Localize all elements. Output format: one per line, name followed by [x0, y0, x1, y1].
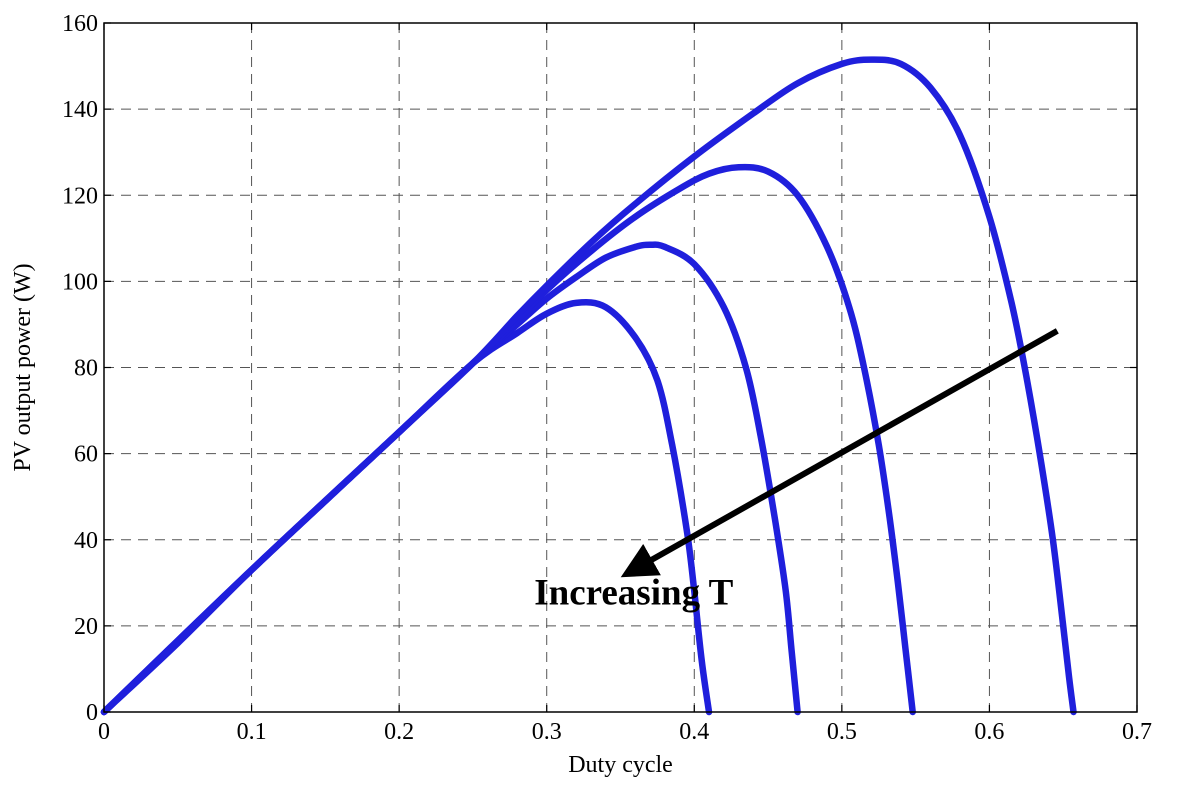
x-tick-label: 0.3 — [532, 719, 562, 745]
y-axis-label: PV output power (W) — [10, 263, 36, 471]
y-tick-label: 160 — [62, 11, 98, 37]
y-tick-label: 100 — [62, 269, 98, 295]
series-line-4 — [100, 56, 1077, 716]
y-tick-label: 120 — [62, 183, 98, 209]
series-lines — [100, 56, 1077, 716]
x-tick-label: 0.1 — [237, 719, 267, 745]
y-tick-label: 40 — [74, 528, 98, 554]
grid — [104, 23, 1137, 712]
annotation-arrow — [620, 328, 1059, 578]
y-tick-label: 0 — [86, 700, 98, 726]
axis-ticks: 0 0.1 0.2 0.3 0.4 0.5 0.6 0.7 0 20 40 60 80 100 120 140… — [62, 11, 1152, 745]
x-tick-label: 0.6 — [974, 719, 1004, 745]
x-tick-label: 0.4 — [679, 719, 709, 745]
x-tick-label: 0.2 — [384, 719, 414, 745]
x-axis-label: Duty cycle — [568, 752, 673, 778]
x-tick-label: 0.7 — [1122, 719, 1152, 745]
y-tick-label: 80 — [74, 356, 98, 382]
x-tick-label: 0.5 — [827, 719, 857, 745]
series-line-2 — [100, 241, 801, 716]
annotations: Increasing T — [534, 328, 1059, 613]
x-tick-label: 0 — [98, 719, 110, 745]
y-tick-label: 20 — [74, 614, 98, 640]
y-tick-label: 140 — [62, 97, 98, 123]
annotation-text: Increasing T — [534, 572, 733, 613]
y-tick-label: 60 — [74, 442, 98, 468]
series-line-1 — [100, 299, 713, 716]
